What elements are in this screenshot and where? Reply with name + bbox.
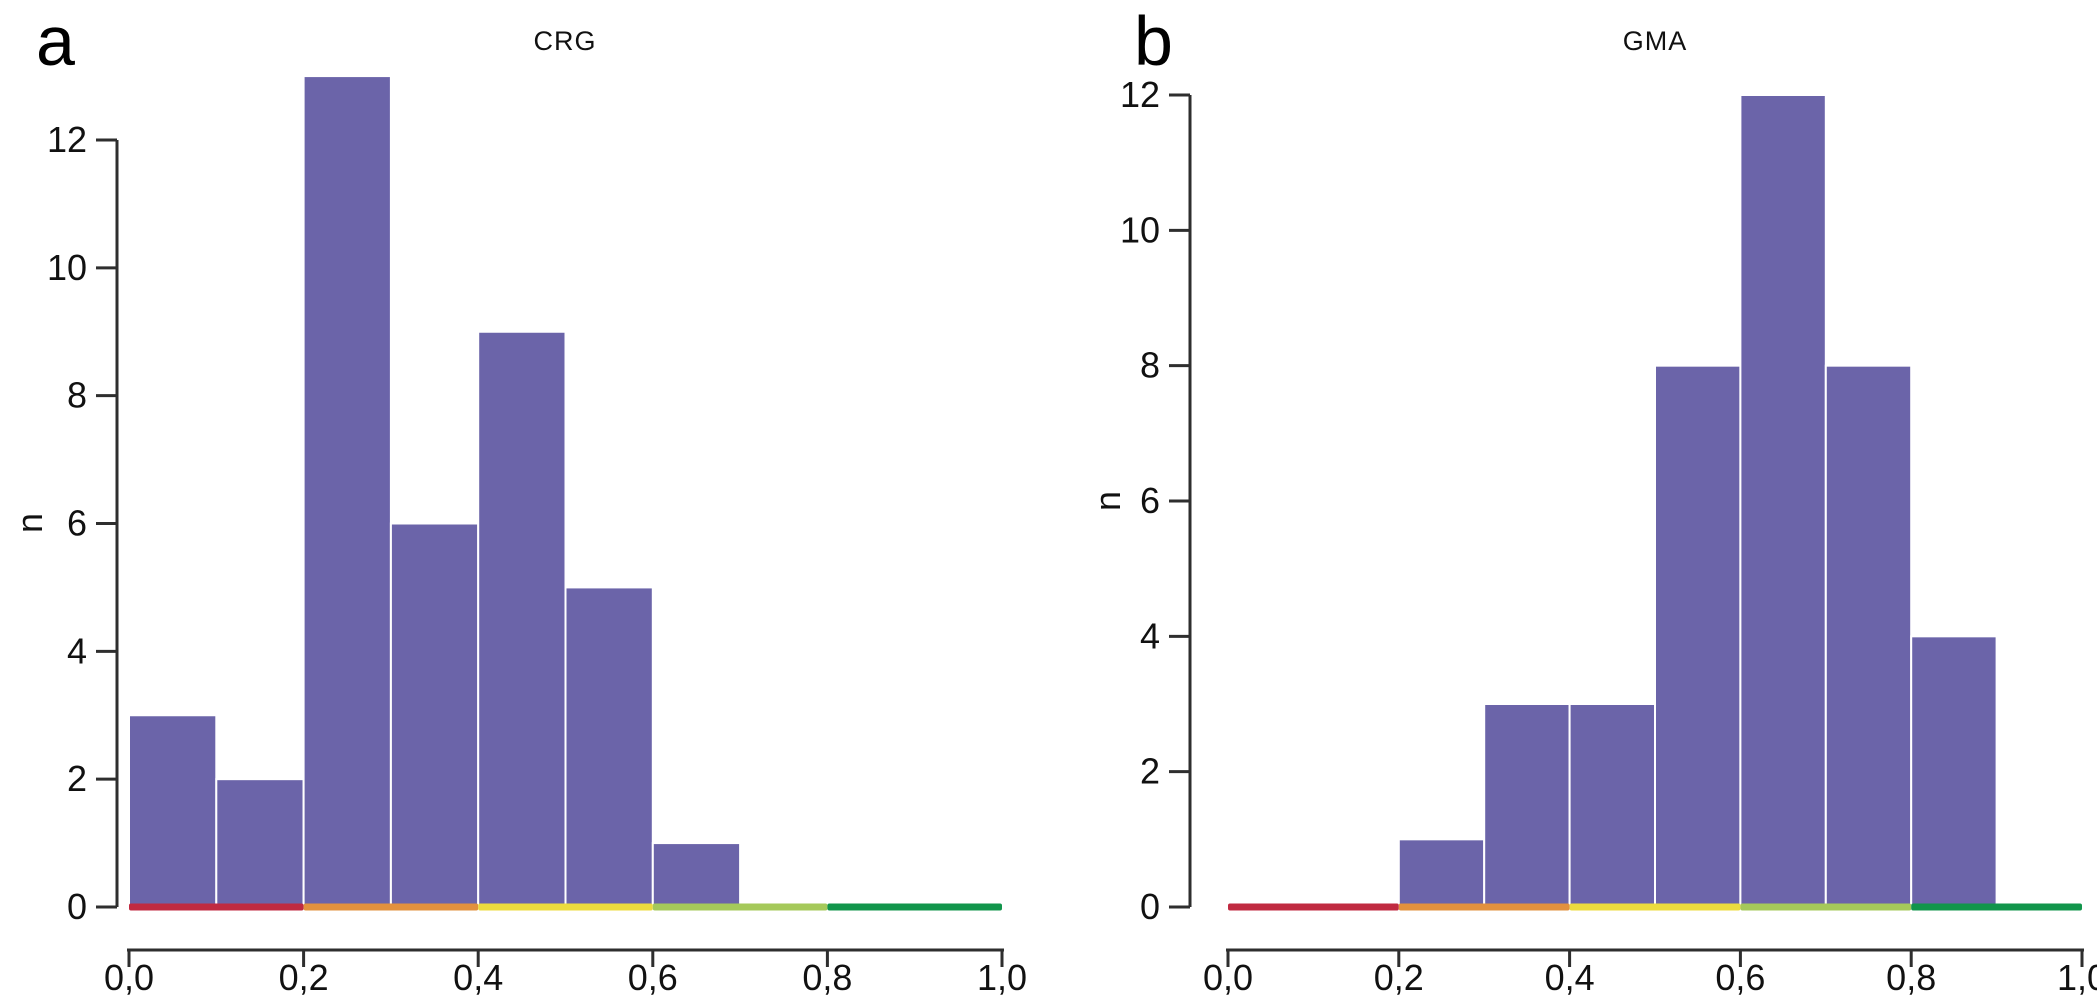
x-tick-label: 0,0 bbox=[1203, 957, 1253, 995]
panel-letter-a: a bbox=[36, 2, 75, 80]
histogram-bar bbox=[1824, 364, 1913, 908]
baseline-segment-red bbox=[1228, 903, 1399, 911]
histogram-crg: 0 2 4 6 8 10 12 0,0 0,2 0,4 0,6 0,8 1,0 bbox=[47, 75, 1027, 995]
baseline-segment-green bbox=[827, 903, 1002, 911]
histogram-bar bbox=[1483, 703, 1571, 908]
x-tick-label: 0,0 bbox=[104, 957, 154, 995]
baseline-segment-green bbox=[1911, 903, 2082, 911]
y-tick-label: 12 bbox=[47, 119, 87, 160]
panel-title-crg: CRG bbox=[533, 26, 597, 56]
histogram-bar bbox=[1654, 364, 1742, 908]
x-tick-label: 1,0 bbox=[977, 957, 1027, 995]
histogram-bar bbox=[389, 522, 480, 908]
histogram-bar bbox=[1397, 838, 1486, 908]
histogram-bar bbox=[1739, 94, 1827, 908]
baseline-segment-orange bbox=[303, 903, 479, 911]
y-tick-label: 4 bbox=[67, 630, 87, 671]
histogram-bar bbox=[215, 778, 305, 909]
x-tick-label: 0,2 bbox=[1374, 957, 1424, 995]
baseline-segment-yellow bbox=[1569, 903, 1741, 911]
y-tick-label: 0 bbox=[1140, 886, 1160, 927]
y-tick-label: 8 bbox=[67, 375, 87, 416]
histogram-bar bbox=[128, 714, 218, 908]
x-tick-label: 0,6 bbox=[1715, 957, 1765, 995]
histogram-bar bbox=[651, 842, 742, 908]
y-tick-label: 10 bbox=[47, 247, 87, 288]
x-tick-label: 0,2 bbox=[279, 957, 329, 995]
histogram-bar bbox=[477, 330, 567, 908]
histogram-gma: 0 2 4 6 8 10 12 0,0 0,2 0,4 0,6 0,8 1,0 bbox=[1120, 74, 2097, 995]
baseline-segment-yellow bbox=[478, 903, 653, 911]
y-tick-label: 2 bbox=[1140, 751, 1160, 792]
baseline-segment-red bbox=[129, 903, 304, 911]
baseline-segment-yellow-green bbox=[1740, 903, 1912, 911]
histogram-bar bbox=[1568, 703, 1656, 908]
x-tick-label: 0,6 bbox=[628, 957, 678, 995]
histogram-bar bbox=[302, 75, 392, 909]
histogram-bar bbox=[1910, 635, 1998, 908]
histogram-bar bbox=[564, 586, 654, 909]
y-tick-label: 0 bbox=[67, 886, 87, 927]
baseline-segment-orange bbox=[1398, 903, 1570, 911]
y-tick-label: 12 bbox=[1120, 74, 1160, 115]
panel-letter-b: b bbox=[1134, 2, 1173, 80]
y-tick-label: 2 bbox=[67, 758, 87, 799]
y-tick-label: 4 bbox=[1140, 615, 1160, 656]
panel-title-gma: GMA bbox=[1622, 26, 1688, 56]
x-tick-label: 0,4 bbox=[1545, 957, 1595, 995]
x-tick-label: 1,0 bbox=[2057, 957, 2097, 995]
y-tick-label: 10 bbox=[1120, 209, 1160, 250]
x-tick-label: 0,8 bbox=[1886, 957, 1936, 995]
y-tick-label: 6 bbox=[1140, 480, 1160, 521]
x-tick-label: 0,4 bbox=[453, 957, 503, 995]
y-tick-label: 6 bbox=[67, 503, 87, 544]
y-tick-label: 8 bbox=[1140, 345, 1160, 386]
x-tick-label: 0,8 bbox=[802, 957, 852, 995]
baseline-segment-yellow-green bbox=[652, 903, 828, 911]
